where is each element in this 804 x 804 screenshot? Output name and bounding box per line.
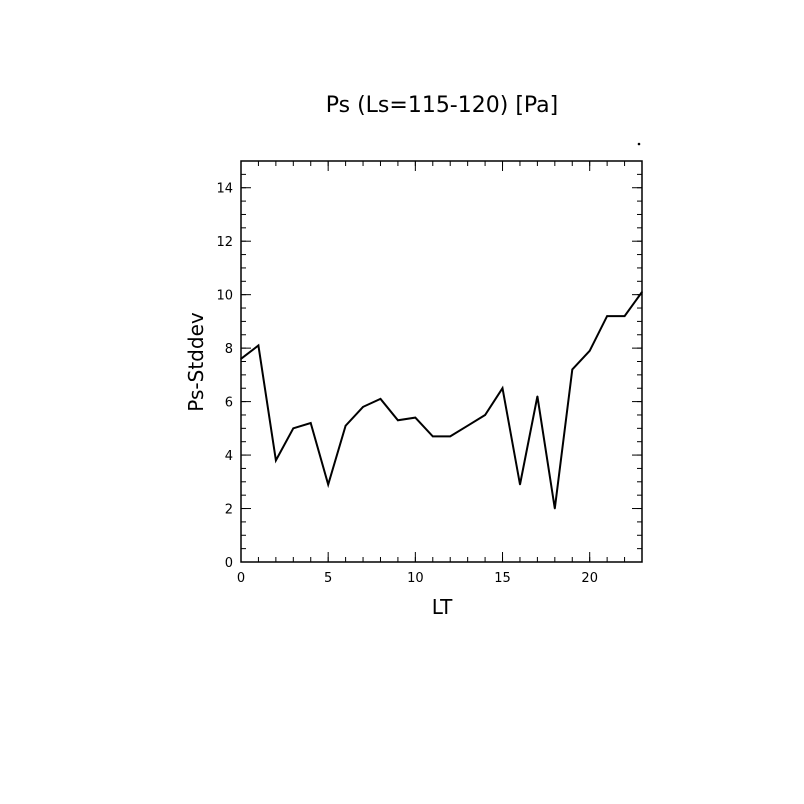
data-point [554,507,556,510]
y-axis-label: Ps-Stddev [184,312,208,412]
data-point [484,414,486,416]
data-point [466,424,469,427]
y-tick-label: 4 [225,449,233,464]
chart-title: Ps (Ls=115-120) [Pa] [326,93,559,118]
data-point [606,315,608,317]
data-point [536,395,539,398]
y-tick-label: 2 [225,503,233,518]
y-tick-label: 0 [225,556,233,571]
series-line [240,291,643,509]
data-point [362,406,364,408]
data-point [397,419,399,422]
data-point [327,483,329,486]
data-point [240,358,242,360]
x-tick-label: 20 [581,571,598,586]
data-point [379,398,382,400]
data-point [431,435,434,438]
y-tick-label: 8 [225,342,233,357]
data-point [571,368,574,371]
y-tick-label: 12 [216,235,233,250]
x-tick-label: 10 [407,571,424,586]
data-point [257,344,260,347]
plot-frame [240,160,643,563]
data-point [309,422,312,424]
data-point [449,435,452,438]
plot-area: 0 5 10 15 20 0 2 4 6 8 10 12 14 [216,160,643,586]
x-tick-label: 5 [324,571,332,586]
x-axis-label: LT [432,595,453,619]
data-point [501,387,504,390]
data-point [641,291,643,293]
y-tick-label: 14 [216,182,233,197]
data-point [275,459,277,462]
x-tick-label: 0 [237,571,245,586]
data-point [292,427,295,430]
y-tick-label: 6 [225,396,233,411]
data-point [519,483,521,486]
corner-dot-marker [637,142,641,146]
data-point [344,424,347,427]
data-point [588,350,591,352]
data-point [414,416,417,419]
data-point [623,315,626,317]
x-tick-label: 15 [494,571,511,586]
y-tick-label: 10 [216,289,233,304]
